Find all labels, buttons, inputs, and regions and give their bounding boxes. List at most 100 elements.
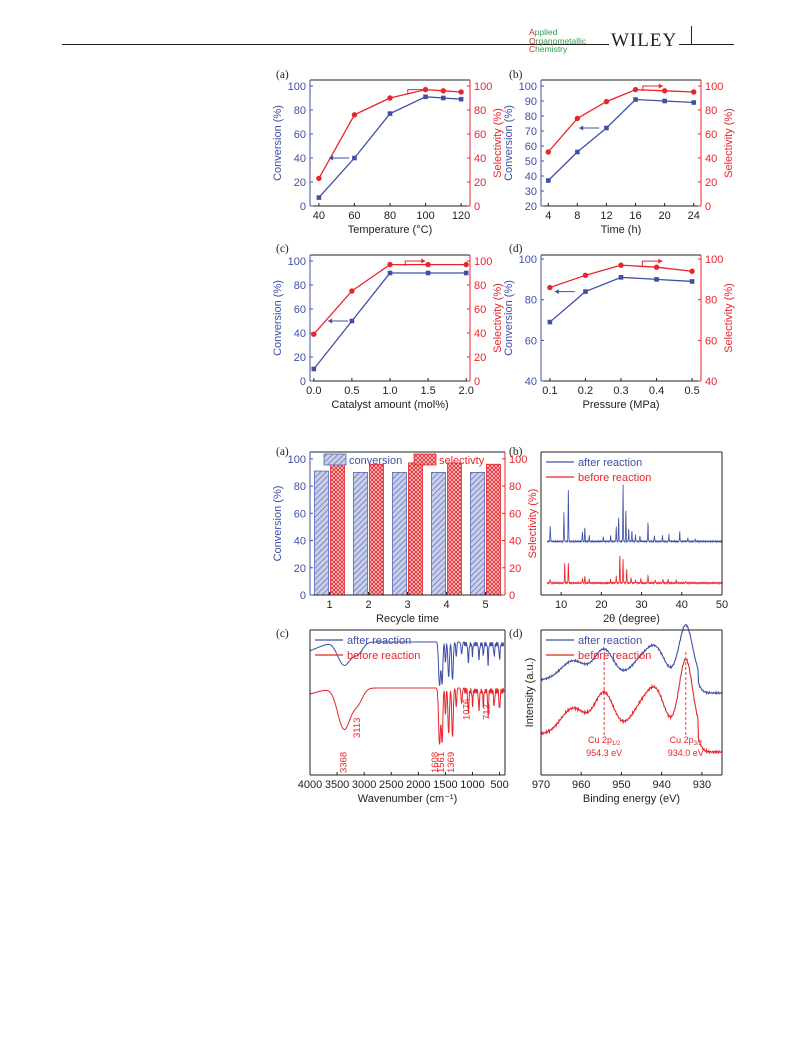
y-left-tick-label: 40 bbox=[294, 536, 306, 548]
data-point bbox=[582, 272, 589, 279]
y-left-axis-title: Conversion (%) bbox=[272, 280, 284, 356]
x-tick-label: 20 bbox=[595, 599, 607, 611]
x-tick-label: 1.0 bbox=[382, 385, 397, 397]
bar-conversion bbox=[392, 472, 407, 596]
y-left-tick-label: 80 bbox=[294, 481, 306, 493]
chart-time: (b) 4 8 12 16 20 24 Time (h) 20 30 40 50 60 70 80 90 100… bbox=[503, 69, 735, 236]
legend-label: after reaction bbox=[347, 635, 411, 647]
bar-conversion bbox=[314, 470, 329, 596]
panel-label: (a) bbox=[276, 446, 289, 458]
y-right-tick-label: 60 bbox=[509, 508, 521, 520]
y-right-tick-label: 60 bbox=[705, 335, 717, 347]
x-tick-label: 30 bbox=[635, 599, 647, 611]
y-left-tick-label: 0 bbox=[300, 201, 306, 213]
journal-line-3: hemistry bbox=[535, 44, 568, 54]
data-point bbox=[352, 155, 357, 161]
data-point bbox=[387, 95, 393, 101]
x-tick-label: 4000 bbox=[298, 779, 322, 791]
data-point bbox=[583, 289, 588, 294]
arrow-head bbox=[328, 318, 333, 324]
annotation-orbital: Cu 2p bbox=[670, 735, 694, 745]
y-left-tick-label: 30 bbox=[525, 186, 537, 198]
y-left-tick-label: 60 bbox=[525, 141, 537, 153]
data-point bbox=[387, 270, 393, 276]
y-right-tick-label: 80 bbox=[705, 105, 717, 117]
panel-label: (a) bbox=[276, 69, 289, 81]
x-tick-label: 950 bbox=[612, 779, 630, 791]
data-point bbox=[691, 89, 697, 95]
y-left-tick-label: 40 bbox=[525, 171, 537, 183]
legend-label: before reaction bbox=[578, 472, 651, 484]
chart-catalyst-amount: (c) 0.0 0.5 1.0 1.5 2.0 Catalyst amount (mol%)… bbox=[272, 243, 504, 411]
y-right-tick-label: 40 bbox=[705, 376, 717, 388]
ftir-trace bbox=[309, 640, 505, 686]
chart-pressure: (d) 0.1 0.2 0.3 0.4 0.5 Pressure (MPa) 40 60 80 10… bbox=[503, 243, 735, 411]
annotation-label-1: Cu 2p3/2 bbox=[670, 735, 703, 747]
data-point bbox=[425, 261, 431, 268]
y-right-tick-label: 40 bbox=[474, 328, 486, 340]
journal-line-2: rganometallic bbox=[535, 35, 587, 46]
bar-conversion bbox=[353, 472, 368, 596]
x-tick-label: 100 bbox=[416, 210, 434, 222]
annotation-subscript: 1/2 bbox=[612, 741, 621, 747]
data-point bbox=[387, 261, 393, 268]
x-axis-title: Catalyst amount (mol%) bbox=[331, 399, 448, 411]
y-right-axis-title: Selectivity (%) bbox=[527, 489, 539, 559]
data-point bbox=[633, 97, 638, 102]
bar-selectivity bbox=[408, 462, 423, 596]
arrow-head bbox=[579, 125, 584, 131]
journal-logo: Applied Organometallic Chemistry bbox=[529, 27, 587, 54]
x-tick-label: 0.4 bbox=[649, 385, 664, 397]
x-axis-title: Binding energy (eV) bbox=[583, 793, 680, 805]
arrow-head bbox=[421, 258, 426, 264]
peak-annotation: 3368 bbox=[338, 752, 349, 773]
x-tick-label: 1 bbox=[326, 599, 332, 611]
chart-xps: (d) 970 960 950 940 930 Binding energy (eV) Int… bbox=[509, 623, 723, 805]
y-left-tick-label: 40 bbox=[294, 328, 306, 340]
arrow-shaft bbox=[404, 260, 426, 266]
series-line bbox=[318, 96, 462, 199]
data-point bbox=[604, 125, 609, 131]
journal-line-1: pplied bbox=[534, 27, 558, 37]
panel-label: (d) bbox=[509, 628, 523, 640]
peak-annotation: 1608 bbox=[430, 752, 441, 773]
x-tick-label: 1500 bbox=[433, 779, 457, 791]
series-line bbox=[547, 88, 694, 153]
x-axis-title: Recycle time bbox=[376, 613, 439, 625]
y-right-axis-title: Selectivity (%) bbox=[723, 283, 735, 353]
data-point bbox=[423, 94, 428, 100]
data-point bbox=[458, 96, 464, 102]
annotation-label-2: 954.3 eV bbox=[586, 748, 622, 758]
y-left-tick-label: 0 bbox=[300, 590, 306, 602]
chart-xrd: (b) 10 20 30 40 50 2θ (degree) after reaction be… bbox=[509, 446, 728, 625]
data-point bbox=[689, 268, 695, 274]
data-point bbox=[545, 178, 551, 183]
chart-recycle: 1 2 3 4 5 Recycle time (a) 0 20 40 60 80 100 Conversi… bbox=[272, 446, 539, 625]
x-tick-label: 500 bbox=[490, 779, 508, 791]
x-tick-label: 5 bbox=[482, 599, 488, 611]
y-left-tick-label: 70 bbox=[525, 126, 537, 138]
y-right-tick-label: 20 bbox=[474, 352, 486, 364]
legend-label-selectivity: selectivty bbox=[439, 455, 485, 467]
x-tick-label: 10 bbox=[555, 599, 567, 611]
peak-annotation: 1076 bbox=[461, 699, 472, 720]
data-point bbox=[311, 331, 317, 337]
x-tick-label: 24 bbox=[688, 210, 700, 222]
data-point bbox=[351, 112, 358, 118]
x-tick-label: 40 bbox=[676, 599, 688, 611]
legend-swatch-selectivity bbox=[413, 453, 437, 466]
y-left-tick-label: 100 bbox=[288, 81, 306, 93]
y-left-tick-label: 60 bbox=[294, 304, 306, 316]
data-point bbox=[441, 95, 446, 101]
y-right-axis-title: Selectivity (%) bbox=[723, 108, 735, 178]
data-point bbox=[463, 270, 469, 276]
y-right-tick-label: 0 bbox=[705, 201, 711, 213]
y-right-tick-label: 40 bbox=[509, 536, 521, 548]
y-left-tick-label: 90 bbox=[525, 96, 537, 108]
peak-annotation: 1369 bbox=[446, 752, 457, 773]
y-left-tick-label: 20 bbox=[294, 563, 306, 575]
series-line bbox=[549, 276, 693, 323]
data-point bbox=[349, 318, 355, 324]
x-tick-label: 1.5 bbox=[420, 385, 435, 397]
x-tick-label: 12 bbox=[600, 210, 612, 222]
